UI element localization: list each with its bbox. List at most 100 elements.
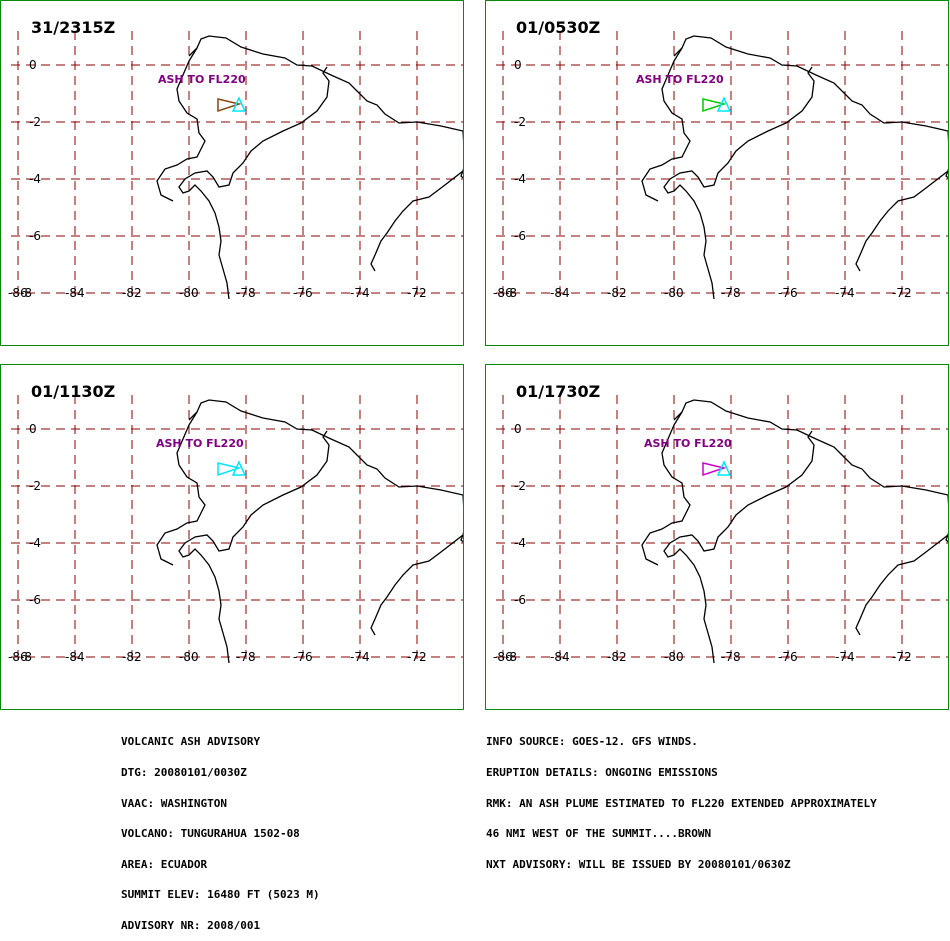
advisory-block: VOLCANIC ASH ADVISORY DTG: 20080101/0030… xyxy=(121,717,320,941)
advisory-line: AREA: ECUADOR xyxy=(121,857,208,871)
advisory-line: ADVISORY NR: 2008/001 xyxy=(121,918,261,932)
advisory-line: VOLCANO: TUNGURAHUA 1502-08 xyxy=(121,827,300,841)
lat-label: -6 xyxy=(29,593,41,607)
map-canvas: 0 -2 -4 -6 -86 -84 -82 -80 -78 -76 -74 -72 -8 ASH TO … xyxy=(8,31,463,301)
panel-time-title: 01/0530Z xyxy=(516,18,601,37)
coastline xyxy=(188,399,463,636)
ash-label: ASH TO FL220 xyxy=(158,73,246,86)
volcano-summit-icon xyxy=(716,96,732,112)
lat-label: 0 xyxy=(514,58,522,72)
advisory-line: VAAC: WASHINGTON xyxy=(121,796,227,810)
advisory-line: SUMMIT ELEV: 16480 FT (5023 M) xyxy=(121,888,320,902)
lon-label: -80 xyxy=(179,650,199,664)
lon-label: -86 xyxy=(8,650,28,664)
advisory-line: DTG: 20080101/0030Z xyxy=(121,766,247,779)
lon-label: -82 xyxy=(607,650,627,664)
volcano-summit-icon xyxy=(716,460,732,476)
volcano-summit-icon xyxy=(231,96,247,112)
info-line: ERUPTION DETAILS: ONGOING EMISSIONS xyxy=(486,766,718,779)
coastline xyxy=(673,399,948,636)
lon-label: -80 xyxy=(179,286,199,300)
map-canvas: 0 -2 -4 -6 -86 -84 -82 -80 -78 -76 -74 -72 -8 ASH TO … xyxy=(493,31,948,301)
lat-label: -2 xyxy=(514,479,526,493)
lon-label: -82 xyxy=(122,286,142,300)
lat-label: -8 xyxy=(505,650,517,664)
lat-label: -4 xyxy=(29,172,41,186)
coastline xyxy=(460,533,463,543)
lon-label: -74 xyxy=(350,650,370,664)
coastline xyxy=(156,47,206,202)
coastline xyxy=(460,169,463,179)
lon-label: -82 xyxy=(122,650,142,664)
coastline xyxy=(188,35,463,272)
lon-label: -76 xyxy=(778,650,798,664)
panel-time-title: 01/1730Z xyxy=(516,382,601,401)
lon-label: -80 xyxy=(664,650,684,664)
ash-label: ASH TO FL220 xyxy=(644,437,732,450)
lon-label: -78 xyxy=(721,286,741,300)
lat-label: -6 xyxy=(29,229,41,243)
lon-label: -86 xyxy=(493,650,513,664)
lat-label: -6 xyxy=(514,229,526,243)
coastline xyxy=(945,533,948,543)
lat-label: -6 xyxy=(514,593,526,607)
coastline xyxy=(663,66,815,300)
coastline xyxy=(641,411,691,566)
lon-label: -74 xyxy=(835,650,855,664)
lon-label: -84 xyxy=(550,650,570,664)
info-block: INFO SOURCE: GOES-12. GFS WINDS. ERUPTIO… xyxy=(486,717,877,880)
lat-label: -8 xyxy=(20,650,32,664)
lon-label: -86 xyxy=(8,286,28,300)
lon-label: -78 xyxy=(721,650,741,664)
lat-label: 0 xyxy=(29,58,37,72)
lon-label: -86 xyxy=(493,286,513,300)
ash-plume xyxy=(702,462,727,477)
coastline xyxy=(641,47,691,202)
coastline xyxy=(663,430,815,664)
lon-label: -78 xyxy=(236,650,256,664)
lat-label: 0 xyxy=(514,422,522,436)
coastline xyxy=(156,411,206,566)
ash-plume xyxy=(217,462,242,477)
info-line: 46 NMI WEST OF THE SUMMIT....BROWN xyxy=(486,827,712,841)
lon-label: -76 xyxy=(778,286,798,300)
ash-label: ASH TO FL220 xyxy=(156,437,244,450)
coastline xyxy=(945,169,948,179)
lon-label: -84 xyxy=(65,650,85,664)
lon-label: -72 xyxy=(407,286,427,300)
lon-label: -78 xyxy=(236,286,256,300)
lat-label: -8 xyxy=(505,286,517,300)
coastline xyxy=(673,35,948,272)
lon-label: -84 xyxy=(65,286,85,300)
lat-label: -2 xyxy=(29,115,41,129)
lat-label: -2 xyxy=(514,115,526,129)
panel-time-title: 31/2315Z xyxy=(31,18,116,37)
lon-label: -72 xyxy=(892,286,912,300)
ash-plume xyxy=(217,98,242,113)
info-line: NXT ADVISORY: WILL BE ISSUED BY 20080101… xyxy=(486,857,791,871)
lon-label: -82 xyxy=(607,286,627,300)
coastline xyxy=(178,430,330,664)
map-canvas: 0 -2 -4 -6 -86 -84 -82 -80 -78 -76 -74 -72 -8 ASH TO … xyxy=(493,395,948,665)
panel-4: 0 -2 -4 -6 -86 -84 -82 -80 -78 -76 -74 -72 -8 ASH TO … xyxy=(485,364,949,710)
lat-label: -8 xyxy=(20,286,32,300)
lon-label: -84 xyxy=(550,286,570,300)
volcano-summit-icon xyxy=(231,460,247,476)
lat-label: -2 xyxy=(29,479,41,493)
lon-label: -80 xyxy=(664,286,684,300)
advisory-line: VOLCANIC ASH ADVISORY xyxy=(121,735,261,749)
lat-label: -4 xyxy=(29,536,41,550)
lat-label: -4 xyxy=(514,172,526,186)
ash-label: ASH TO FL220 xyxy=(636,73,724,86)
lat-label: 0 xyxy=(29,422,37,436)
lon-label: -72 xyxy=(892,650,912,664)
info-line: RMK: AN ASH PLUME ESTIMATED TO FL220 EXT… xyxy=(486,796,877,810)
lon-label: -74 xyxy=(350,286,370,300)
coastline xyxy=(178,66,330,300)
panel-3: 0 -2 -4 -6 -86 -84 -82 -80 -78 -76 -74 -72 -8 ASH TO … xyxy=(0,364,464,710)
ash-plume xyxy=(702,98,727,113)
panel-2: 0 -2 -4 -6 -86 -84 -82 -80 -78 -76 -74 -72 -8 ASH TO … xyxy=(485,0,949,346)
panel-1: 0 -2 -4 -6 -86 -84 -82 -80 -78 -76 -74 -72 -8 ASH TO … xyxy=(0,0,464,346)
lon-label: -74 xyxy=(835,286,855,300)
lon-label: -76 xyxy=(293,650,313,664)
